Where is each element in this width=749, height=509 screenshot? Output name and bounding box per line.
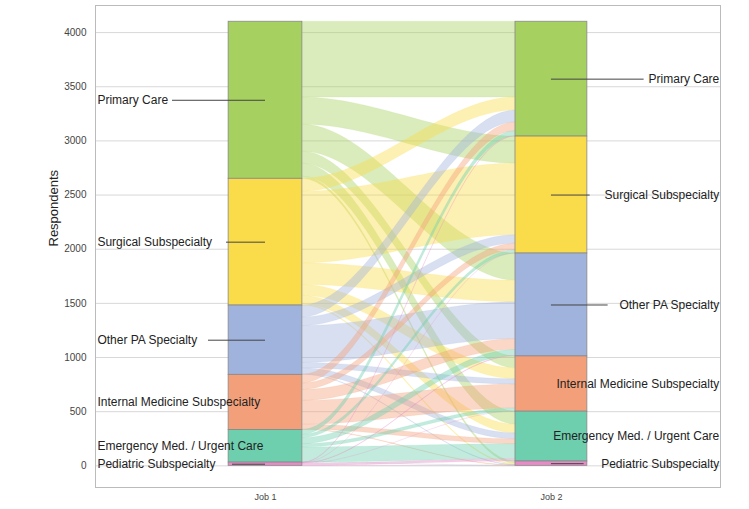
svg-text:Pediatric Subspecialty: Pediatric Subspecialty <box>601 457 719 471</box>
svg-text:2500: 2500 <box>64 189 87 200</box>
svg-text:Respondents: Respondents <box>46 169 61 246</box>
svg-text:1000: 1000 <box>64 352 87 363</box>
svg-text:2000: 2000 <box>64 243 87 254</box>
svg-text:4000: 4000 <box>64 27 87 38</box>
svg-text:Pediatric Subspecialty: Pediatric Subspecialty <box>97 457 215 471</box>
svg-text:Surgical Subspecialty: Surgical Subspecialty <box>605 188 720 202</box>
svg-text:1500: 1500 <box>64 298 87 309</box>
svg-text:0: 0 <box>81 460 87 471</box>
svg-text:Other PA Specialty: Other PA Specialty <box>97 333 197 347</box>
svg-text:3000: 3000 <box>64 135 87 146</box>
svg-text:500: 500 <box>70 406 87 417</box>
svg-text:Internal Medicine Subspecialty: Internal Medicine Subspecialty <box>97 395 260 409</box>
svg-text:Primary Care: Primary Care <box>649 72 720 86</box>
svg-text:3500: 3500 <box>64 81 87 92</box>
svg-text:Job 2: Job 2 <box>540 492 562 502</box>
svg-text:Surgical Subspecialty: Surgical Subspecialty <box>97 235 212 249</box>
svg-text:Emergency Med. / Urgent Care: Emergency Med. / Urgent Care <box>97 439 263 453</box>
svg-text:Job 1: Job 1 <box>254 492 276 502</box>
svg-text:Other PA Specialty: Other PA Specialty <box>619 298 719 312</box>
svg-text:Internal Medicine Subspecialty: Internal Medicine Subspecialty <box>556 377 719 391</box>
svg-text:Emergency Med. / Urgent Care: Emergency Med. / Urgent Care <box>553 429 719 443</box>
svg-text:Primary Care: Primary Care <box>97 93 168 107</box>
